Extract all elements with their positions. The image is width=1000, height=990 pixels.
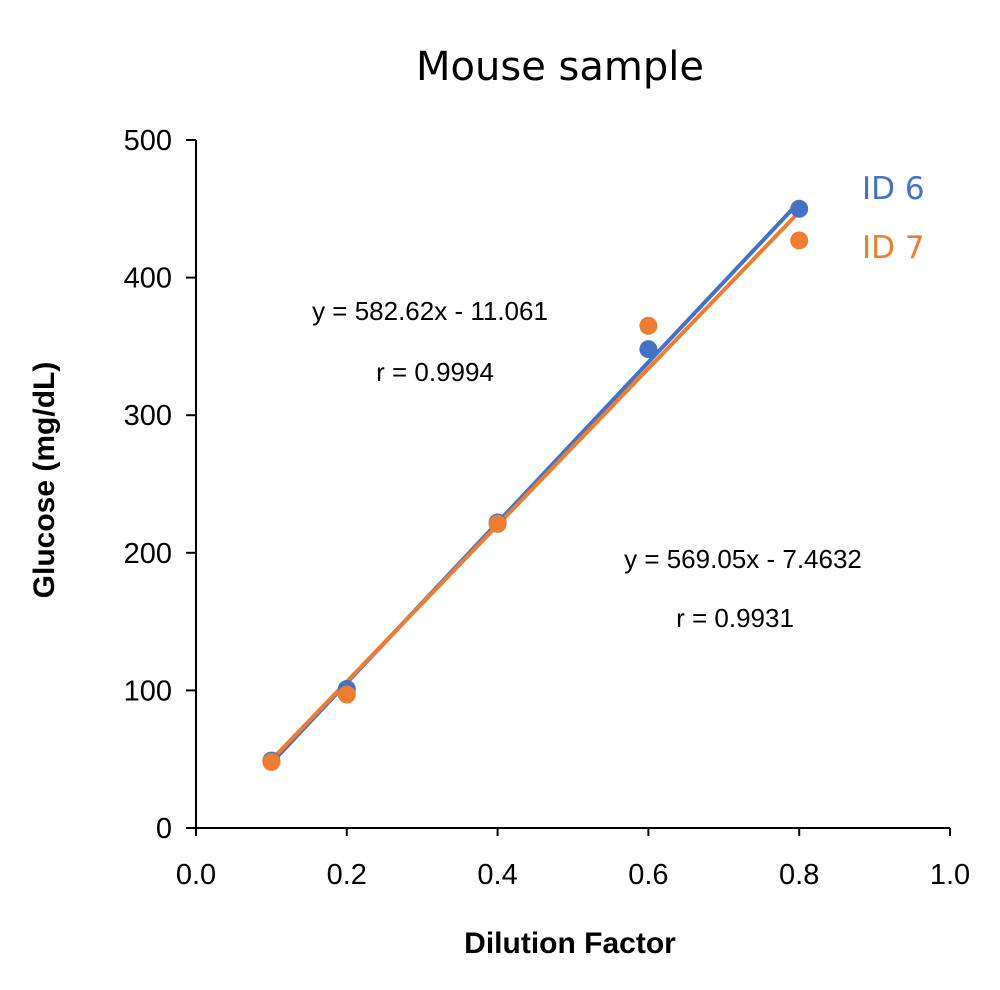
point-id-7 bbox=[262, 752, 281, 771]
x-tick-label: 0.8 bbox=[779, 859, 819, 891]
x-axis-label: Dilution Factor bbox=[464, 927, 676, 960]
x-ticks: 0.0 0.2 0.4 0.6 0.8 1.0 bbox=[176, 828, 970, 891]
x-tick-label: 0.4 bbox=[477, 859, 517, 891]
data-points bbox=[262, 199, 809, 771]
legend-id-7: ID 7 bbox=[862, 230, 925, 266]
point-id-7 bbox=[790, 231, 809, 250]
trendline-id-7 bbox=[269, 210, 801, 762]
point-id-7 bbox=[639, 316, 658, 335]
x-tick-label: 1.0 bbox=[930, 859, 970, 891]
x-tick-label: 0.6 bbox=[628, 859, 668, 891]
y-tick-label: 200 bbox=[124, 538, 172, 570]
equation-id-7: y = 569.05x - 7.4632 bbox=[624, 544, 862, 574]
x-tick-label: 0.0 bbox=[176, 859, 216, 891]
y-tick-label: 0 bbox=[156, 813, 172, 845]
r-value-id-7: r = 0.9931 bbox=[676, 603, 794, 633]
point-id-7 bbox=[337, 685, 356, 704]
axes bbox=[195, 140, 950, 829]
chart-title: Mouse sample bbox=[416, 44, 704, 90]
legend-id-6: ID 6 bbox=[862, 171, 925, 207]
point-id-6 bbox=[639, 340, 658, 359]
trendlines bbox=[269, 200, 801, 765]
point-id-7 bbox=[488, 514, 507, 533]
y-tick-label: 100 bbox=[124, 675, 172, 707]
x-tick-label: 0.2 bbox=[327, 859, 367, 891]
point-id-6 bbox=[790, 199, 809, 218]
y-tick-label: 500 bbox=[124, 125, 172, 157]
y-ticks: 0 100 200 300 400 500 bbox=[124, 125, 196, 845]
y-tick-label: 300 bbox=[124, 400, 172, 432]
y-tick-label: 400 bbox=[124, 263, 172, 295]
equation-id-6: y = 582.62x - 11.061 bbox=[312, 296, 548, 326]
y-axis-label: Glucose (mg/dL) bbox=[28, 362, 61, 599]
r-value-id-6: r = 0.9994 bbox=[376, 357, 494, 387]
